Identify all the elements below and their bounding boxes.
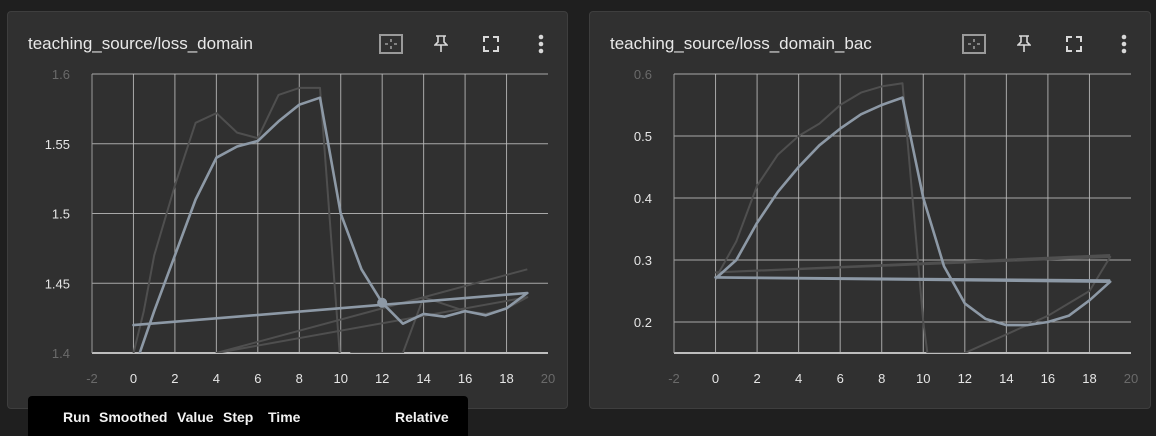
x-tick-label: 6 [837,371,844,386]
raw-series-line [714,82,1112,353]
x-tick-label: 16 [1041,371,1055,386]
x-tick-label: 20 [1124,371,1138,386]
fit-domain-icon[interactable] [379,32,403,56]
smoothed-series-line [714,96,1112,327]
tooltip-col-smoothed: Smoothed [99,409,168,425]
tooltip-col-step: Step [223,409,254,425]
y-tick-label: 1.4 [52,346,70,361]
chart-title: teaching_source/loss_domain [28,34,253,53]
chart-card-loss-domain-bac: teaching_source/loss_domain_bac -2 0 2 4 6 8 1… [589,11,1151,409]
tooltip-col-time: Time [268,409,301,425]
tooltip-header: Run Smoothed Value Step Time Relative [28,396,468,436]
x-tick-label: 6 [254,371,261,386]
tooltip-col-value: Value [177,409,214,425]
x-tick-label: 8 [296,371,303,386]
x-tick-label: 12 [375,371,389,386]
x-tick-label: 20 [541,371,555,386]
fit-domain-icon[interactable] [962,32,986,56]
pin-icon[interactable] [1012,32,1036,56]
card-toolbar [962,32,1136,56]
x-tick-label: 14 [416,371,430,386]
x-tick-label: 18 [1082,371,1096,386]
y-tick-label: 1.6 [52,67,70,82]
y-tick-label: 0.3 [634,253,652,268]
fullscreen-icon[interactable] [479,32,503,56]
more-vert-icon[interactable] [1112,32,1136,56]
y-tick-label: 0.2 [634,315,652,330]
chart-title: teaching_source/loss_domain_bac [610,34,872,53]
tooltip-col-relative: Relative [395,409,449,425]
hover-point[interactable] [377,297,388,308]
pin-icon[interactable] [429,32,453,56]
x-tick-label: 18 [499,371,513,386]
x-tick-label: 10 [333,371,347,386]
x-tick-label: 0 [130,371,137,386]
chart-card-loss-domain: teaching_source/loss_domain -2 0 2 4 6 8 10 12 1… [7,11,568,409]
fullscreen-icon[interactable] [1062,32,1086,56]
x-tick-label: 2 [171,371,178,386]
x-tick-label: -2 [668,371,680,386]
line-chart-loss-domain-bac[interactable]: -2 0 2 4 6 8 10 12 14 16 18 20 0.2 0.3 0.4 0.5 0.6 [590,12,1152,410]
y-tick-label: 0.4 [634,191,652,206]
x-tick-label: 8 [878,371,885,386]
x-tick-label: 4 [213,371,220,386]
grid [674,73,1131,353]
x-tick-label: 0 [712,371,719,386]
x-tick-label: 10 [916,371,930,386]
y-tick-label: 1.5 [52,207,70,222]
tooltip-col-run: Run [63,409,91,425]
y-tick-label: 0.6 [634,67,652,82]
smoothed-series-line [132,96,529,353]
line-chart-loss-domain[interactable]: -2 0 2 4 6 8 10 12 14 16 18 20 1.4 1.45 1.5 1.55 1.6 [8,12,569,410]
x-tick-label: 12 [958,371,972,386]
y-tick-label: 1.55 [45,137,70,152]
y-tick-label: 1.45 [45,276,70,291]
x-tick-label: 16 [458,371,472,386]
raw-series-line [132,86,529,353]
x-tick-label: -2 [86,371,98,386]
x-tick-label: 14 [999,371,1013,386]
y-tick-label: 0.5 [634,129,652,144]
card-toolbar [379,32,553,56]
more-vert-icon[interactable] [529,32,553,56]
x-tick-label: 2 [753,371,760,386]
x-tick-label: 4 [795,371,802,386]
